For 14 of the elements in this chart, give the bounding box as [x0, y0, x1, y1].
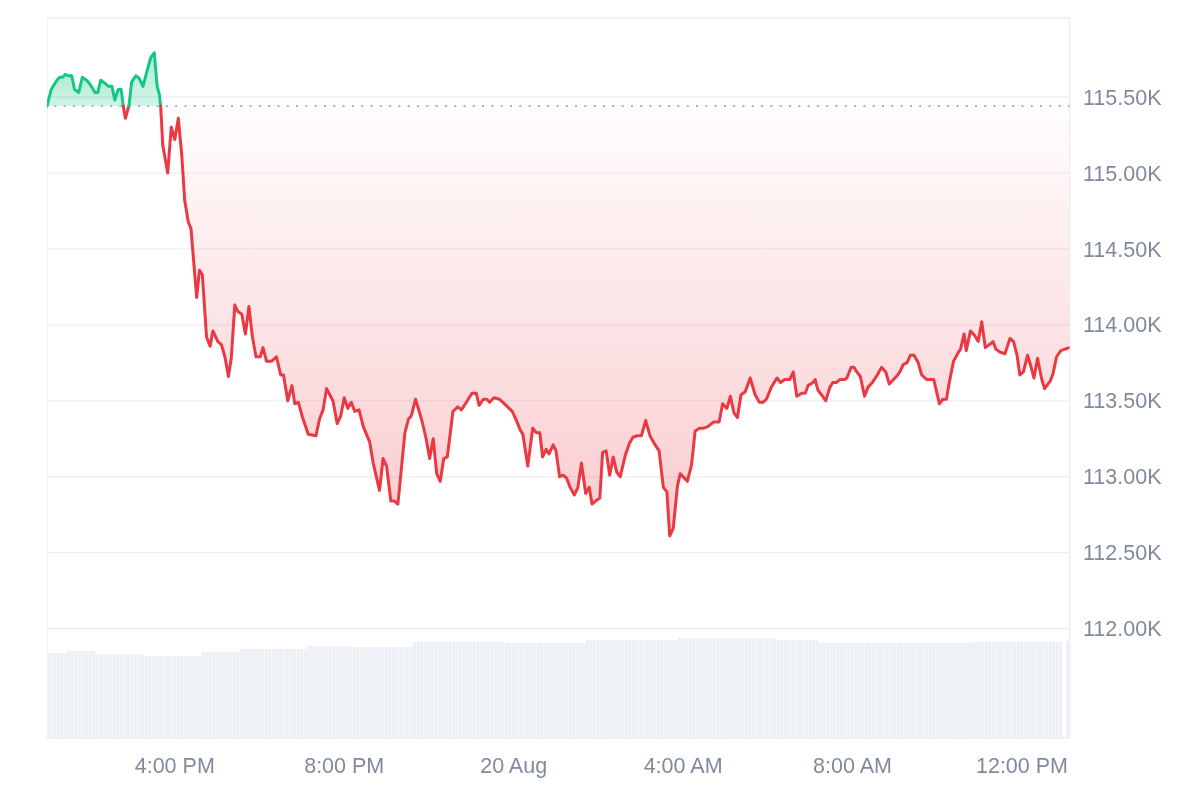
- y-tick-label: 115.50K: [1083, 85, 1163, 110]
- x-tick-label: 8:00 AM: [813, 754, 892, 779]
- x-tick-label: 12:00 PM: [975, 754, 1069, 779]
- y-tick-label: 114.50K: [1083, 237, 1163, 262]
- y-tick-label: 113.50K: [1083, 389, 1163, 414]
- y-tick-label: 112.50K: [1083, 541, 1163, 566]
- x-tick-label: 4:00 AM: [643, 754, 723, 779]
- x-tick-label: 20 Aug: [480, 754, 548, 779]
- y-tick-label: 112.00K: [1083, 617, 1163, 642]
- x-tick-label: 4:00 PM: [134, 754, 215, 779]
- y-tick-label: 114.00K: [1083, 313, 1163, 338]
- y-tick-label: 115.00K: [1083, 161, 1163, 186]
- x-tick-label: 8:00 PM: [304, 754, 385, 779]
- y-tick-label: 113.00K: [1083, 465, 1163, 490]
